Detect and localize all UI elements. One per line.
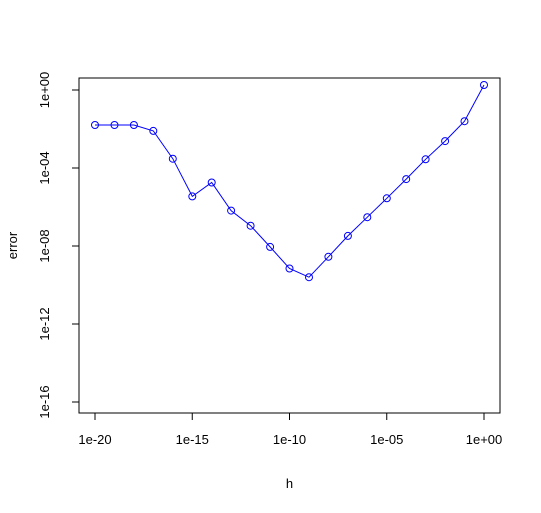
x-tick-label: 1e+00 [466, 432, 503, 447]
data-point [110, 121, 119, 129]
x-tick-label: 1e-10 [273, 432, 306, 447]
series-layer [91, 81, 488, 282]
data-point [266, 242, 275, 251]
data-point [363, 213, 372, 222]
y-tick-label: 1e+00 [37, 72, 52, 109]
data-point [207, 178, 216, 187]
data-point [324, 252, 333, 261]
x-axis-label: h [286, 476, 293, 491]
plot-frame [78, 77, 501, 414]
y-tick-label: 1e-04 [37, 151, 52, 184]
series-line [95, 84, 485, 278]
data-point [421, 155, 430, 164]
data-point [285, 264, 294, 273]
data-point [441, 137, 450, 146]
data-point [188, 192, 197, 201]
x-tick-label: 1e-05 [370, 432, 403, 447]
data-point [91, 121, 99, 129]
x-tick-label: 1e-15 [176, 432, 209, 447]
data-point [149, 126, 158, 135]
data-point [343, 231, 352, 240]
data-point [382, 194, 391, 203]
data-point [227, 206, 236, 215]
data-point [168, 154, 177, 163]
data-point [402, 175, 411, 184]
x-axis: 1e-20 1e-15 1e-10 1e-05 1e+00 [78, 412, 503, 447]
y-tick-label: 1e-16 [37, 385, 52, 418]
data-point [305, 273, 313, 282]
data-point [246, 221, 255, 230]
y-axis-label: error [5, 231, 20, 259]
y-axis: 1e-16 1e-12 1e-08 1e-04 1e+00 [37, 72, 80, 419]
y-tick-label: 1e-12 [37, 307, 52, 340]
y-tick-label: 1e-08 [37, 229, 52, 262]
data-point [480, 81, 488, 89]
data-point [460, 117, 469, 126]
data-point [129, 121, 138, 129]
x-tick-label: 1e-20 [78, 432, 111, 447]
